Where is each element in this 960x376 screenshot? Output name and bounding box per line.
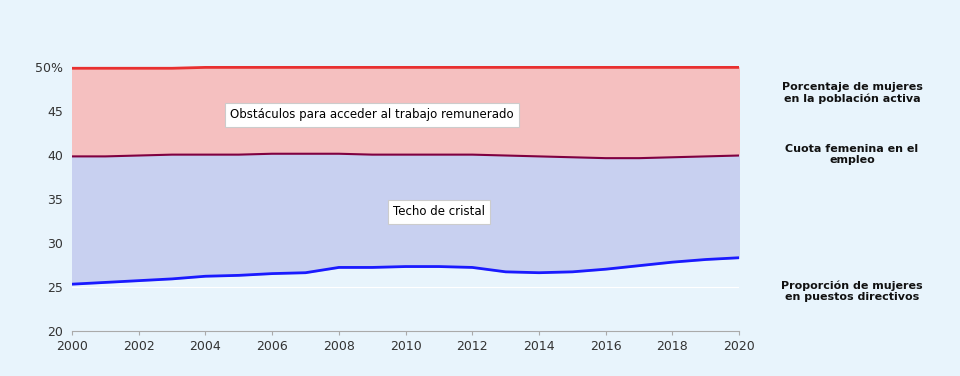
Text: Proporción de mujeres
en puestos directivos: Proporción de mujeres en puestos directi… [781, 280, 923, 302]
Text: Obstáculos para acceder al trabajo remunerado: Obstáculos para acceder al trabajo remun… [230, 108, 514, 121]
Text: Cuota femenina en el
empleo: Cuota femenina en el empleo [785, 144, 919, 165]
Text: Techo de cristal: Techo de cristal [393, 205, 485, 218]
Text: Porcentaje de mujeres
en la población activa: Porcentaje de mujeres en la población ac… [781, 82, 923, 105]
